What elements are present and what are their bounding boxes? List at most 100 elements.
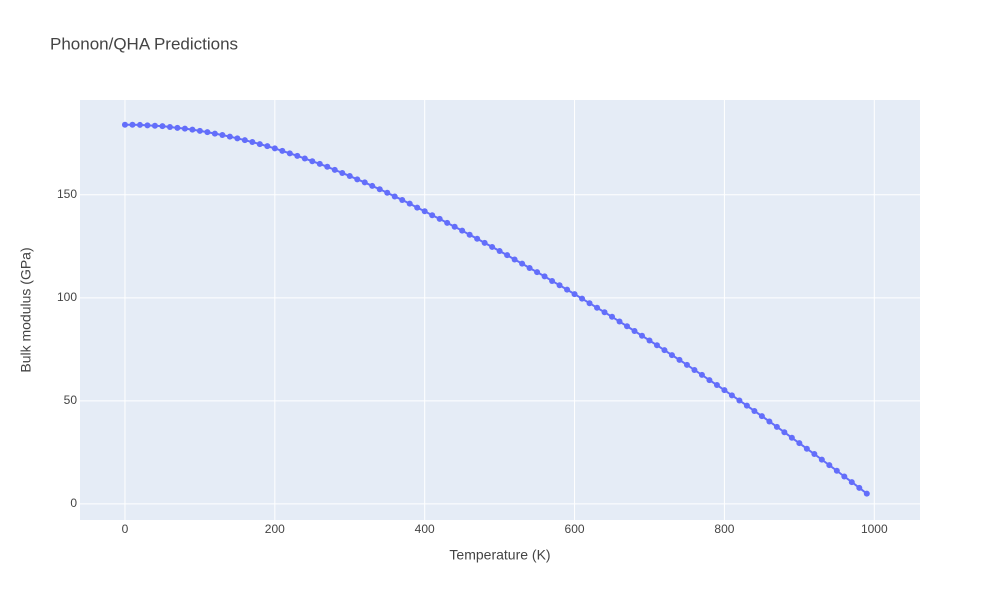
marker	[781, 429, 788, 436]
marker	[324, 163, 331, 170]
marker	[406, 200, 413, 207]
marker	[129, 121, 136, 128]
marker	[331, 166, 338, 173]
marker	[174, 124, 181, 131]
marker	[803, 445, 810, 452]
y-axis-title: Bulk modulus (GPa)	[18, 247, 34, 372]
marker	[136, 121, 143, 128]
marker	[676, 356, 683, 363]
marker	[594, 304, 601, 311]
marker	[346, 173, 353, 180]
x-tick-label: 1000	[861, 522, 888, 536]
marker	[736, 397, 743, 404]
marker	[159, 123, 166, 130]
marker	[316, 160, 323, 167]
y-tick-label: 50	[64, 393, 78, 407]
marker	[586, 300, 593, 307]
marker	[196, 127, 203, 134]
marker	[204, 129, 211, 136]
marker	[481, 239, 488, 246]
marker	[414, 204, 421, 211]
marker	[788, 434, 795, 441]
marker	[496, 248, 503, 255]
x-axis-title: Temperature (K)	[449, 547, 550, 563]
marker	[818, 456, 825, 463]
marker	[534, 269, 541, 276]
marker	[226, 133, 233, 140]
marker	[751, 407, 758, 414]
marker	[638, 332, 645, 339]
marker	[241, 137, 248, 144]
marker	[301, 155, 308, 162]
marker	[653, 342, 660, 349]
marker	[211, 130, 218, 137]
marker	[429, 212, 436, 219]
marker	[451, 223, 458, 230]
marker	[369, 182, 376, 189]
marker	[511, 256, 518, 263]
marker	[526, 264, 533, 271]
marker	[579, 295, 586, 302]
marker	[683, 361, 690, 368]
marker	[384, 189, 391, 196]
plot-area	[80, 100, 920, 520]
marker	[691, 366, 698, 373]
x-tick-label: 0	[122, 522, 129, 536]
marker	[661, 347, 668, 354]
marker	[848, 479, 855, 486]
marker	[361, 179, 368, 186]
marker	[743, 402, 750, 409]
marker	[474, 235, 481, 242]
marker	[144, 122, 151, 129]
marker	[189, 126, 196, 133]
marker	[249, 139, 256, 146]
marker	[758, 413, 765, 420]
marker	[549, 277, 556, 284]
marker	[564, 286, 571, 293]
marker	[436, 215, 443, 222]
marker	[271, 145, 278, 152]
marker	[796, 440, 803, 447]
marker	[668, 352, 675, 359]
marker	[121, 121, 128, 128]
marker	[444, 219, 451, 226]
marker	[279, 147, 286, 154]
marker	[601, 309, 608, 316]
marker	[309, 158, 316, 165]
x-tick-label: 400	[415, 522, 435, 536]
x-tick-label: 800	[714, 522, 734, 536]
marker	[728, 392, 735, 399]
marker	[616, 318, 623, 325]
marker	[841, 473, 848, 480]
y-tick-label: 150	[57, 187, 77, 201]
marker	[773, 423, 780, 430]
marker	[631, 328, 638, 335]
marker	[466, 231, 473, 238]
marker	[286, 150, 293, 157]
marker	[811, 451, 818, 458]
marker	[294, 152, 301, 159]
line	[124, 123, 868, 495]
marker	[391, 193, 398, 200]
marker	[863, 490, 870, 497]
marker	[256, 141, 263, 148]
marker	[339, 169, 346, 176]
marker	[541, 273, 548, 280]
marker	[421, 208, 428, 215]
chart-title: Phonon/QHA Predictions	[50, 34, 238, 53]
marker	[264, 143, 271, 150]
marker	[234, 135, 241, 142]
marker	[571, 291, 578, 298]
marker	[624, 323, 631, 330]
x-tick-label: 200	[265, 522, 285, 536]
y-tick-label: 0	[70, 496, 77, 510]
marker	[556, 282, 563, 289]
marker	[219, 132, 226, 139]
marker	[504, 252, 511, 259]
marker	[646, 337, 653, 344]
marker	[376, 186, 383, 193]
marker	[399, 196, 406, 203]
marker	[181, 125, 188, 132]
marker	[166, 123, 173, 130]
